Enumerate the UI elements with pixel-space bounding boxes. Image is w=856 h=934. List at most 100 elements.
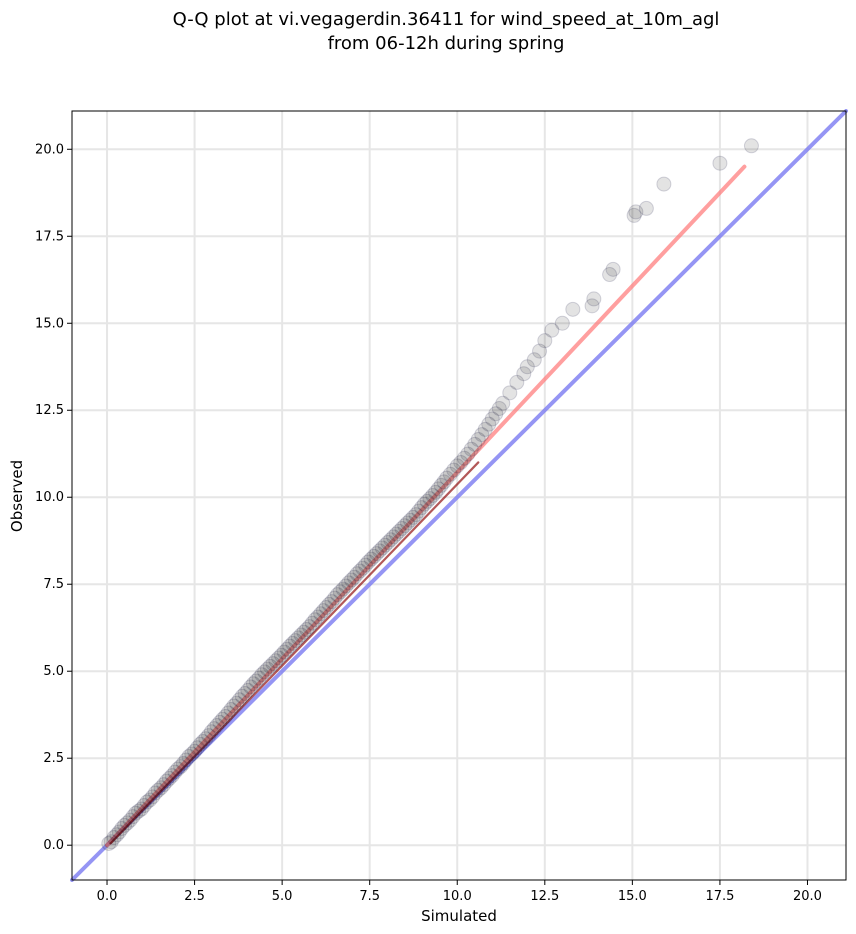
- qq-point: [229, 695, 245, 711]
- qq-point: [463, 441, 479, 457]
- qq-point: [416, 496, 432, 512]
- y-axis-label: Observed: [8, 460, 26, 532]
- qq-point: [565, 301, 581, 317]
- qq-point: [338, 578, 354, 594]
- qq-point: [276, 644, 292, 660]
- qq-point: [371, 543, 387, 559]
- qq-point: [145, 789, 161, 805]
- line-layer: [70, 109, 848, 882]
- qq-point: [192, 736, 208, 752]
- qq-point: [349, 566, 365, 582]
- x-tick-label: 5.0: [272, 889, 293, 904]
- qq-point: [268, 653, 284, 669]
- qq-point: [201, 728, 217, 744]
- qq-point: [360, 554, 376, 570]
- qq-point: [234, 688, 250, 704]
- qq-point: [442, 466, 458, 482]
- qq-point: [161, 770, 177, 786]
- qq-point: [484, 411, 500, 427]
- qq-point: [391, 523, 407, 539]
- qq-point: [240, 682, 256, 698]
- qq-point: [377, 537, 393, 553]
- qq-point: [293, 627, 309, 643]
- qq-point: [195, 734, 211, 750]
- qq-point: [117, 817, 133, 833]
- qq-point: [164, 768, 180, 784]
- qq-point: [405, 509, 421, 525]
- x-tick-label: 0.0: [97, 889, 118, 904]
- qq-point: [495, 395, 511, 411]
- qq-point: [315, 603, 331, 619]
- qq-point: [453, 454, 469, 470]
- qq-point: [304, 615, 320, 631]
- qq-point: [111, 824, 127, 840]
- qq-point: [243, 679, 259, 695]
- qq-point: [388, 526, 404, 542]
- qq-point: [554, 315, 570, 331]
- qq-point: [380, 534, 396, 550]
- qq-point: [282, 638, 298, 654]
- qq-point: [446, 462, 462, 478]
- qq-point: [743, 138, 759, 154]
- qq-point: [139, 794, 155, 810]
- qq-point: [103, 834, 119, 850]
- qq-point: [516, 366, 532, 382]
- y-tick-label: 7.5: [43, 577, 64, 592]
- y-tick-label: 12.5: [35, 403, 64, 418]
- y-tick-label: 20.0: [35, 142, 64, 157]
- y-tick-label: 5.0: [43, 664, 64, 679]
- y-tick-label: 15.0: [35, 316, 64, 331]
- reference-line: [70, 109, 848, 882]
- qq-point: [262, 658, 278, 674]
- qq-point: [265, 656, 281, 672]
- qq-point: [290, 630, 306, 646]
- qq-point: [159, 773, 175, 789]
- qq-point: [150, 782, 166, 798]
- qq-point: [321, 596, 337, 612]
- qq-point: [209, 718, 225, 734]
- qq-point: [519, 359, 535, 375]
- qq-point: [271, 650, 287, 666]
- qq-point: [301, 619, 317, 635]
- qq-point: [187, 743, 203, 759]
- x-tick-label: 15.0: [618, 889, 647, 904]
- fit-line: [105, 164, 747, 848]
- qq-point: [346, 569, 362, 585]
- qq-point: [656, 176, 672, 192]
- qq-point: [170, 761, 186, 777]
- qq-point: [287, 633, 303, 649]
- qq-point: [474, 427, 490, 443]
- qq-point: [408, 507, 424, 523]
- qq-point: [136, 798, 152, 814]
- qq-point: [223, 701, 239, 717]
- qq-point: [430, 481, 446, 497]
- x-tick-label: 7.5: [359, 889, 380, 904]
- qq-point: [355, 560, 371, 576]
- qq-point: [433, 477, 449, 493]
- qq-point: [114, 821, 130, 837]
- qq-point: [273, 647, 289, 663]
- chart-title: Q-Q plot at vi.vegagerdin.36411 for wind…: [173, 9, 720, 54]
- x-tick-label: 10.0: [443, 889, 472, 904]
- qq-point: [237, 685, 253, 701]
- qq-point: [226, 698, 242, 714]
- qq-point: [153, 780, 169, 796]
- qq-point: [109, 827, 125, 843]
- qq-point: [456, 450, 472, 466]
- qq-point: [122, 812, 138, 828]
- qq-point: [397, 518, 413, 534]
- chart-title-line-1: Q-Q plot at vi.vegagerdin.36411 for wind…: [173, 9, 720, 30]
- qq-point: [212, 714, 228, 730]
- qq-point: [477, 421, 493, 437]
- qq-point: [329, 587, 345, 603]
- y-tick-label: 0.0: [43, 838, 64, 853]
- qq-point: [279, 641, 295, 657]
- qq-point: [470, 431, 486, 447]
- qq-point: [257, 664, 273, 680]
- qq-point: [181, 748, 197, 764]
- qq-point: [324, 594, 340, 610]
- qq-point: [167, 764, 183, 780]
- qq-point: [178, 752, 194, 768]
